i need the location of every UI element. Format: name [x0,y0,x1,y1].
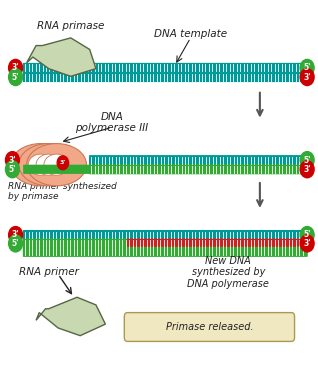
Text: 3': 3' [12,231,19,240]
Text: RNA primer synthesized
by primase: RNA primer synthesized by primase [8,182,116,201]
Text: 5': 5' [9,165,16,174]
Text: 5': 5' [12,73,19,82]
Text: 3': 3' [12,63,19,72]
FancyBboxPatch shape [89,155,308,165]
Text: 3': 3' [60,160,66,165]
Text: DNA template: DNA template [154,29,227,39]
Circle shape [57,156,69,170]
Text: 3': 3' [303,73,311,82]
Ellipse shape [19,144,79,186]
Text: 5': 5' [303,63,311,72]
Circle shape [300,226,314,243]
Text: 5': 5' [303,156,311,164]
Text: RNA primer: RNA primer [19,267,79,277]
FancyBboxPatch shape [23,72,308,82]
Ellipse shape [27,144,86,186]
FancyBboxPatch shape [89,164,308,174]
Circle shape [9,68,23,86]
FancyBboxPatch shape [124,313,294,341]
Text: Primase released.: Primase released. [166,322,253,332]
Text: 3': 3' [9,156,16,164]
Text: 5': 5' [303,231,311,240]
Circle shape [300,161,314,178]
Circle shape [300,152,314,168]
Ellipse shape [36,154,61,175]
FancyBboxPatch shape [23,247,308,257]
Polygon shape [27,38,96,76]
Circle shape [5,152,19,168]
FancyBboxPatch shape [23,63,308,73]
Text: DNA
polymerase III: DNA polymerase III [75,111,148,133]
Circle shape [300,235,314,252]
Circle shape [9,60,23,76]
FancyBboxPatch shape [23,238,128,248]
Text: 3': 3' [303,165,311,174]
Ellipse shape [44,154,69,175]
Circle shape [9,235,23,252]
Ellipse shape [11,144,71,186]
Ellipse shape [28,154,53,175]
Circle shape [5,161,19,178]
FancyBboxPatch shape [23,165,90,174]
FancyBboxPatch shape [23,230,308,240]
Circle shape [9,226,23,243]
Text: 5': 5' [12,239,19,248]
FancyBboxPatch shape [127,238,308,248]
Circle shape [300,60,314,76]
Polygon shape [36,297,105,336]
Circle shape [300,68,314,86]
Text: 3': 3' [303,239,311,248]
Text: RNA primase: RNA primase [37,21,104,31]
Text: New DNA
synthesized by
DNA polymerase: New DNA synthesized by DNA polymerase [187,256,269,289]
